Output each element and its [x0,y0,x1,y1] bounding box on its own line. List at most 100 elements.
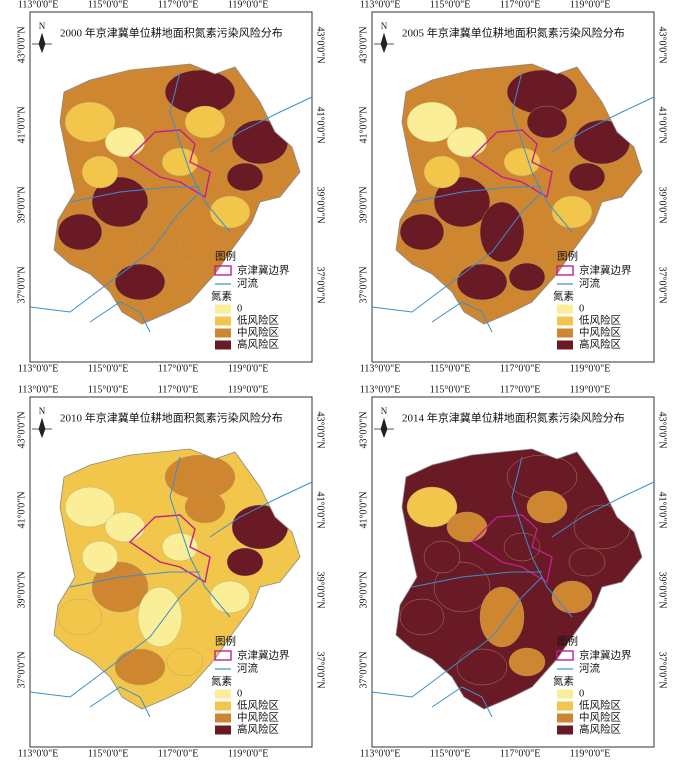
legend-class-swatch [557,328,573,338]
panel-title: 2005 年京津冀单位耕地面积氮素污染风险分布 [402,26,625,40]
legend-boundary: 京津冀边界 [579,648,632,661]
legend-class-swatch [557,304,573,314]
county-area [64,101,116,143]
legend-boundary-swatch [214,265,232,276]
river [169,71,231,233]
county-area [551,580,593,614]
lat-label: 39°0'0"N [657,571,668,608]
river [511,71,573,233]
legend-heading: 图例 [557,249,578,262]
lon-label: 113°0'0"E [18,363,59,374]
legend-class: 中风险区 [237,710,279,723]
map-panel: 113°0'0"E 113°0'0"E 115°0'0"E 115°0'0"E 117°… [358,384,667,759]
county-area [81,540,119,574]
county-area [526,105,568,139]
legend-class: 高风险区 [579,722,621,735]
jjj-boundary [128,514,211,584]
legend-nitrogen: 氮素 [211,289,232,302]
lon-label: 119°0'0"E [570,384,611,395]
map-panel: 113°0'0"E 113°0'0"E 115°0'0"E 115°0'0"E 117°… [16,0,325,374]
map-frame [29,396,313,748]
river [69,571,200,588]
county-area [456,648,508,686]
legend-boundary-swatch [556,265,574,276]
county-area [184,490,226,524]
lon-label: 115°0'0"E [88,384,129,395]
lon-label: 115°0'0"E [88,363,129,374]
lat-label: 37°0'0"N [657,651,668,688]
legend-heading: 图例 [215,249,236,262]
county-area [433,561,491,613]
legend-class: 高风险区 [237,722,279,735]
county-area [81,155,119,189]
lat-label: 41°0'0"N [16,491,27,528]
lat-label: 43°0'0"N [16,26,27,63]
legend-river: 河流 [579,661,600,674]
lat-label: 43°0'0"N [657,26,668,63]
region-outline [53,448,301,710]
legend-class-swatch [215,701,231,711]
river [371,191,543,313]
lat-label: 43°0'0"N [657,411,668,448]
north-label: N [39,406,46,416]
legend-class: 0 [237,688,242,699]
river [431,686,493,718]
river [511,456,573,618]
county-area [573,504,631,550]
river [371,576,543,698]
legend-class: 低风险区 [237,698,279,711]
county-area [456,263,508,301]
lon-label: 115°0'0"E [430,748,471,759]
river [431,301,493,333]
lon-label: 115°0'0"E [88,0,129,10]
legend-river: 河流 [579,276,600,289]
county-area [209,580,251,614]
county-area [508,262,546,292]
county-area [226,162,264,192]
lat-label: 37°0'0"N [315,651,326,688]
legend-class-swatch [215,316,231,326]
lon-label: 113°0'0"E [360,748,401,759]
lat-label: 39°0'0"N [16,186,27,223]
legend-heading: 图例 [215,634,236,647]
lat-label: 37°0'0"N [16,266,27,303]
county-area [166,647,204,677]
county-area [479,586,525,648]
county-area [57,598,103,636]
lat-label: 39°0'0"N [315,571,326,608]
lon-label: 117°0'0"E [158,363,199,374]
county-area [406,486,458,528]
legend-class: 0 [579,303,584,314]
legend-class-swatch [557,689,573,699]
lat-label: 41°0'0"N [358,491,369,528]
lon-label: 119°0'0"E [228,363,269,374]
legend-class: 低风险区 [579,698,621,711]
lat-label: 39°0'0"N [657,186,668,223]
north-arrow [374,417,394,439]
lat-label: 41°0'0"N [358,106,369,143]
river [411,571,542,588]
lat-label: 41°0'0"N [657,491,668,528]
river [551,96,655,153]
river [209,481,313,538]
region-outline [395,63,643,325]
legend-boundary: 京津冀边界 [237,263,290,276]
legend-nitrogen: 氮素 [211,674,232,687]
lat-label: 39°0'0"N [315,186,326,223]
legend-boundary-swatch [556,650,574,661]
lon-label: 117°0'0"E [158,384,199,395]
lat-label: 43°0'0"N [358,26,369,63]
lon-label: 117°0'0"E [500,0,541,10]
river [551,481,655,538]
lon-label: 119°0'0"E [228,0,269,10]
county-area [114,263,166,301]
lon-label: 119°0'0"E [570,748,611,759]
legend-class-swatch [557,316,573,326]
county-area [104,126,146,158]
legend-class-swatch [557,340,573,350]
jjj-boundary [128,129,211,199]
legend-class-swatch [215,689,231,699]
legend-heading: 图例 [557,634,578,647]
legend-boundary-swatch [214,650,232,661]
